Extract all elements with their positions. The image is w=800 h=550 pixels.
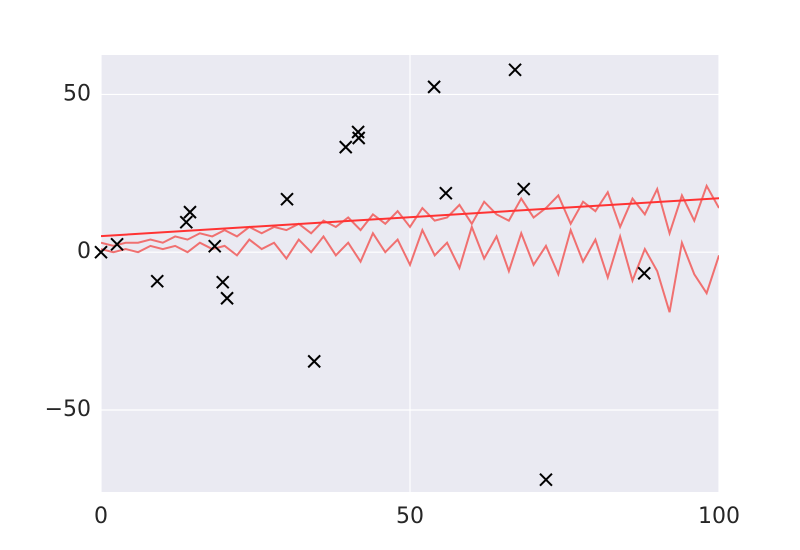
point [280, 192, 294, 206]
point [307, 354, 321, 369]
x-tick-label: 100 [698, 504, 740, 529]
point [208, 239, 222, 253]
point [150, 274, 164, 288]
point [216, 275, 230, 289]
point [508, 63, 522, 77]
point [351, 131, 366, 145]
x-tick-label: 50 [396, 504, 424, 529]
y-tick-label: −50 [45, 397, 91, 422]
point [637, 266, 651, 281]
point [439, 186, 453, 200]
point [179, 215, 193, 229]
point [110, 237, 124, 252]
point [339, 140, 353, 154]
y-tick-label: 50 [63, 81, 91, 106]
y-tick-label: 0 [77, 239, 91, 264]
point [94, 245, 108, 259]
line [101, 183, 719, 247]
point [183, 205, 197, 219]
point [220, 291, 234, 305]
point [539, 472, 553, 487]
point [427, 80, 441, 94]
line [101, 197, 719, 238]
line [101, 223, 719, 313]
x-tick-label: 0 [94, 504, 108, 529]
point [517, 182, 531, 196]
